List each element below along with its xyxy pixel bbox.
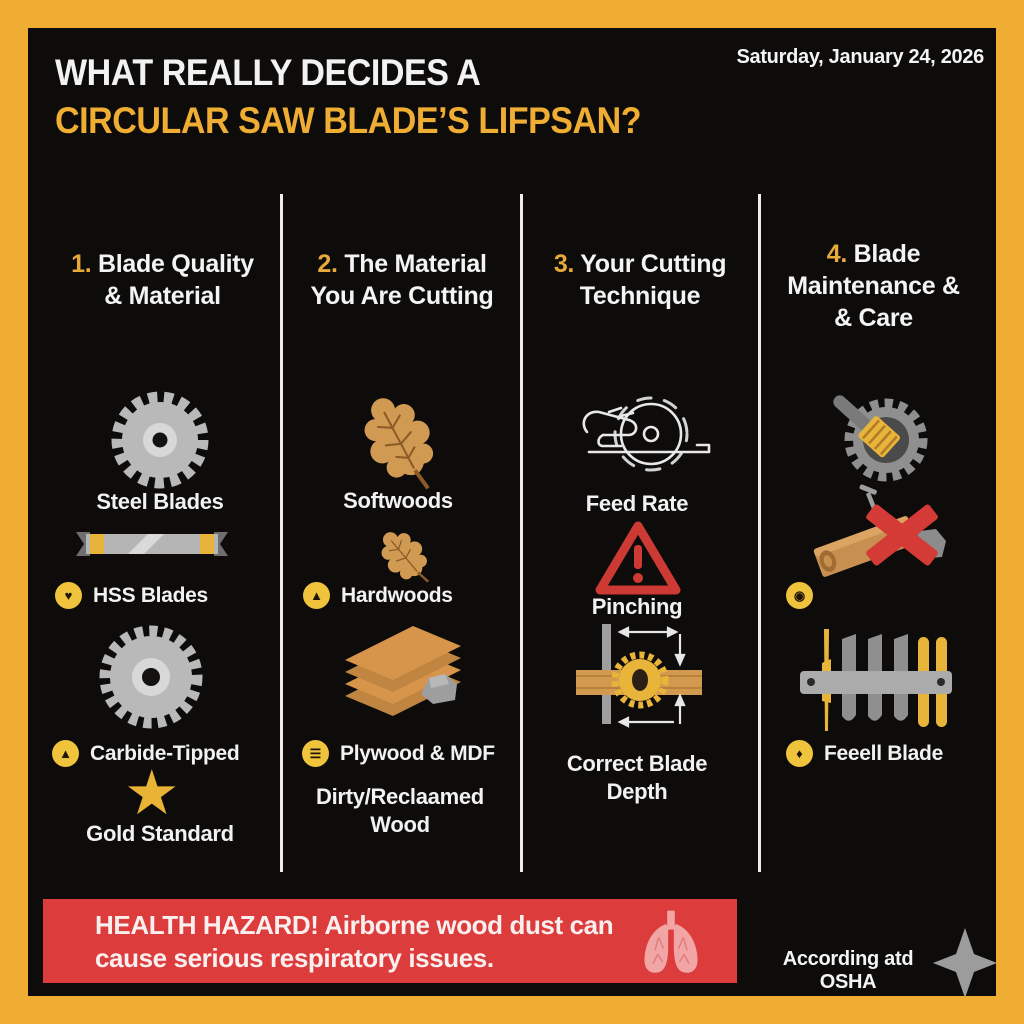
- warning-triangle-icon: [595, 521, 681, 595]
- plywood-badge-icon: ☰: [302, 740, 329, 767]
- page-title-line1: WHAT REALLY DECIDES A: [55, 52, 481, 93]
- gold-star-icon: ★: [124, 759, 180, 828]
- health-hazard-text: HEALTH HAZARD! Airborne wood dust can ca…: [95, 909, 640, 975]
- carbide-tipped-label: Carbide-Tipped: [90, 741, 240, 765]
- column1-title-line2: & Material: [104, 282, 221, 310]
- column3-title-line2: Technique: [579, 282, 701, 310]
- column2-number: 2.: [317, 250, 338, 278]
- column1-number: 1.: [71, 250, 92, 278]
- dirty-line2: Wood: [370, 811, 430, 837]
- blade-storage-rack-icon: [800, 629, 952, 731]
- correct-blade-depth-label: Correct Blade Depth: [537, 750, 737, 805]
- hardwoods-row: ▲ Hardwoods: [303, 582, 453, 609]
- feel-blade-label: Feeell Blade: [824, 741, 943, 765]
- oak-leaf-large-icon: [364, 398, 434, 490]
- pinching-label: Pinching: [591, 594, 683, 619]
- column4-header: 4. Blade Maintenance & & Care: [766, 238, 981, 334]
- column3-number: 3.: [553, 250, 575, 278]
- column4-title-line3: & Care: [834, 304, 913, 332]
- black-panel: [28, 28, 996, 996]
- dirty-line1: Dirty/Reclaamed: [316, 784, 484, 809]
- feel-blade-row: ♦ Feeell Blade: [786, 740, 943, 767]
- column2-title-line1: The Material: [344, 250, 487, 278]
- hazard-line2: cause serious respiratory issues.: [95, 943, 494, 974]
- plywood-mdf-row: ☰ Plywood & MDF: [302, 740, 495, 767]
- column4-title-line2: Maintenance &: [787, 272, 960, 300]
- hss-steel-strip-icon: [76, 532, 228, 556]
- nail-in-wood-crossed-icon: [813, 484, 946, 577]
- column1-header: 1. Blade Quality & Material: [45, 248, 280, 312]
- feel-badge-icon: ♦: [786, 740, 813, 767]
- column1-title-line1: Blade Quality: [98, 250, 254, 278]
- gold-standard-label: Gold Standard: [86, 821, 234, 846]
- column-divider-3: [758, 194, 761, 872]
- column2-header: 2. The Material You Are Cutting: [288, 248, 516, 312]
- feed-rate-label: Feed Rate: [585, 491, 689, 516]
- steel-blades-label: Steel Blades: [96, 489, 224, 514]
- hardwoods-label: Hardwoods: [341, 583, 453, 607]
- depth-line2: Depth: [606, 778, 668, 804]
- health-hazard-banner: HEALTH HAZARD! Airborne wood dust can ca…: [43, 899, 737, 983]
- hand-feeding-saw-icon: [582, 396, 711, 472]
- column-divider-2: [520, 194, 523, 872]
- hazard-line1: HEALTH HAZARD! Airborne wood dust can: [95, 910, 614, 940]
- carbide-badge-icon: ▲: [52, 740, 79, 767]
- oak-leaf-small-icon: [381, 532, 430, 583]
- column4-number: 4.: [826, 240, 848, 268]
- column3-title-line1: Your Cutting: [580, 250, 727, 278]
- hss-badge-icon: ♥: [55, 582, 82, 609]
- blade-cleaning-brush-icon: [833, 395, 928, 482]
- column-divider-1: [280, 194, 283, 872]
- column4-title-line1: Blade: [853, 240, 921, 268]
- circular-saw-blade-icon: [111, 391, 209, 489]
- blade-depth-diagram-icon: [576, 624, 702, 728]
- attribution-text: According atd OSHA: [782, 948, 914, 993]
- column3-header: 3. Your Cutting Technique: [528, 248, 752, 312]
- date-text: Saturday, January 24, 2026: [736, 46, 984, 68]
- column2-title-line2: You Are Cutting: [310, 282, 494, 310]
- lungs-icon: [644, 910, 698, 973]
- hss-blades-label: HSS Blades: [93, 583, 208, 607]
- softwoods-label: Softwoods: [343, 488, 453, 513]
- sparkle-icon: [933, 928, 997, 998]
- carbide-saw-blade-icon: [99, 625, 203, 729]
- carbide-tipped-row: ▲ Carbide-Tipped: [52, 740, 240, 767]
- page-title-line2: CIRCULAR SAW BLADE’S LIFPSAN?: [55, 100, 642, 141]
- maintenance-badge-icon: ◉: [786, 582, 813, 609]
- depth-line1: Correct Blade: [566, 751, 708, 776]
- plywood-mdf-label: Plywood & MDF: [340, 741, 495, 765]
- hardwoods-badge-icon: ▲: [303, 582, 330, 609]
- dirty-reclaimed-wood-label: Dirty/Reclaamed Wood: [300, 783, 500, 838]
- plywood-stack-icon: [345, 626, 461, 716]
- hss-blades-row: ♥ HSS Blades: [55, 582, 208, 609]
